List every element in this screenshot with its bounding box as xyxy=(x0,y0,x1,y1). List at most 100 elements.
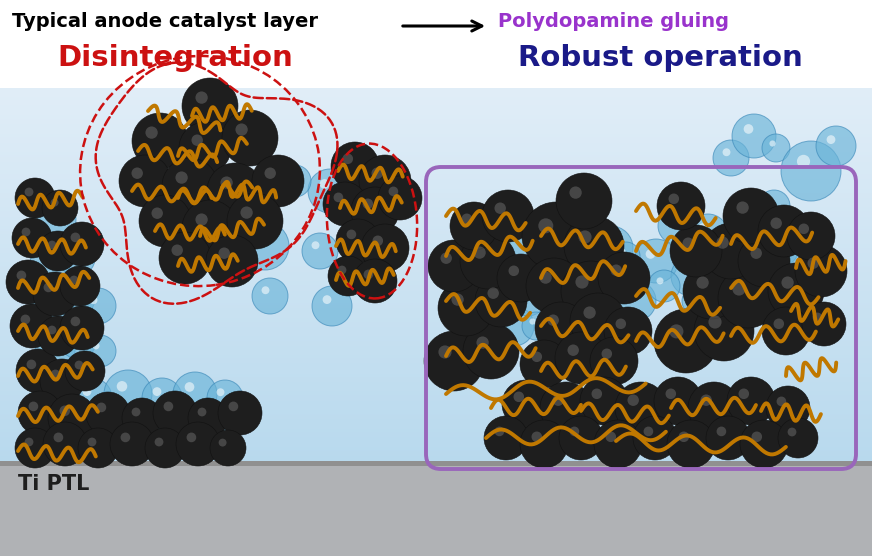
Circle shape xyxy=(591,389,602,399)
Circle shape xyxy=(53,433,64,442)
Bar xyxy=(0,257,872,259)
Bar xyxy=(0,460,872,462)
Circle shape xyxy=(769,141,775,147)
Bar xyxy=(0,438,872,440)
Circle shape xyxy=(771,217,782,229)
Bar xyxy=(0,383,872,385)
Bar xyxy=(0,378,872,380)
Bar xyxy=(0,241,872,243)
Bar xyxy=(0,266,872,268)
Circle shape xyxy=(176,422,220,466)
Bar xyxy=(0,409,872,411)
Bar xyxy=(0,458,872,460)
Circle shape xyxy=(170,420,180,430)
Circle shape xyxy=(122,398,162,438)
Bar xyxy=(0,380,872,382)
Circle shape xyxy=(198,408,207,416)
Bar xyxy=(0,463,872,556)
Bar xyxy=(0,428,872,430)
Circle shape xyxy=(590,337,638,385)
Bar xyxy=(0,296,872,298)
Bar xyxy=(0,390,872,392)
Circle shape xyxy=(601,236,610,246)
Bar xyxy=(0,186,872,188)
Circle shape xyxy=(120,433,130,442)
Circle shape xyxy=(737,269,744,276)
Circle shape xyxy=(460,233,516,289)
Bar xyxy=(0,143,872,145)
Bar xyxy=(0,360,872,362)
Bar xyxy=(0,144,872,146)
Bar xyxy=(0,238,872,240)
Circle shape xyxy=(461,214,472,224)
Bar xyxy=(0,218,872,220)
Bar xyxy=(0,154,872,156)
Circle shape xyxy=(466,329,475,339)
Bar xyxy=(0,125,872,127)
Bar xyxy=(0,161,872,163)
Circle shape xyxy=(619,249,625,255)
Bar xyxy=(0,449,872,451)
Bar xyxy=(0,423,872,425)
Circle shape xyxy=(153,387,161,396)
Circle shape xyxy=(751,247,762,259)
Circle shape xyxy=(723,188,779,244)
Circle shape xyxy=(55,278,95,318)
Circle shape xyxy=(593,298,601,306)
Circle shape xyxy=(744,124,753,134)
Circle shape xyxy=(667,420,715,468)
Circle shape xyxy=(670,324,684,339)
Bar xyxy=(0,213,872,215)
Circle shape xyxy=(70,331,78,339)
Bar xyxy=(0,172,872,174)
Bar xyxy=(0,281,872,283)
Bar xyxy=(0,183,872,185)
Bar xyxy=(0,118,872,120)
Circle shape xyxy=(669,193,679,204)
Circle shape xyxy=(372,236,383,246)
Bar xyxy=(0,433,872,435)
Circle shape xyxy=(104,370,152,418)
Circle shape xyxy=(749,279,755,285)
Bar xyxy=(0,386,872,388)
Circle shape xyxy=(29,401,38,411)
Bar xyxy=(0,416,872,418)
Circle shape xyxy=(580,377,628,425)
Circle shape xyxy=(175,171,187,184)
Circle shape xyxy=(520,288,528,296)
Circle shape xyxy=(235,123,248,136)
Circle shape xyxy=(494,202,506,214)
Circle shape xyxy=(364,270,373,279)
Bar xyxy=(0,225,872,227)
Circle shape xyxy=(678,431,689,442)
Circle shape xyxy=(467,262,515,310)
Circle shape xyxy=(218,391,262,435)
Circle shape xyxy=(514,391,524,402)
Circle shape xyxy=(22,227,31,236)
Bar xyxy=(0,159,872,161)
Circle shape xyxy=(726,307,733,314)
Bar xyxy=(0,436,872,439)
Circle shape xyxy=(60,306,104,350)
Bar xyxy=(0,250,872,252)
Bar xyxy=(0,223,872,225)
Circle shape xyxy=(288,172,295,180)
Circle shape xyxy=(773,239,780,246)
Bar xyxy=(0,346,872,348)
Circle shape xyxy=(172,245,183,256)
Bar xyxy=(0,90,872,92)
Bar xyxy=(0,391,872,393)
Bar xyxy=(0,291,872,293)
Circle shape xyxy=(60,323,96,359)
Bar xyxy=(0,444,872,446)
Circle shape xyxy=(548,315,559,326)
Circle shape xyxy=(739,389,749,399)
Bar xyxy=(0,188,872,190)
Bar xyxy=(0,325,872,327)
Circle shape xyxy=(78,428,118,468)
Circle shape xyxy=(438,280,494,336)
Bar xyxy=(0,263,872,265)
Circle shape xyxy=(540,271,552,284)
Bar xyxy=(0,316,872,318)
Circle shape xyxy=(510,280,546,316)
